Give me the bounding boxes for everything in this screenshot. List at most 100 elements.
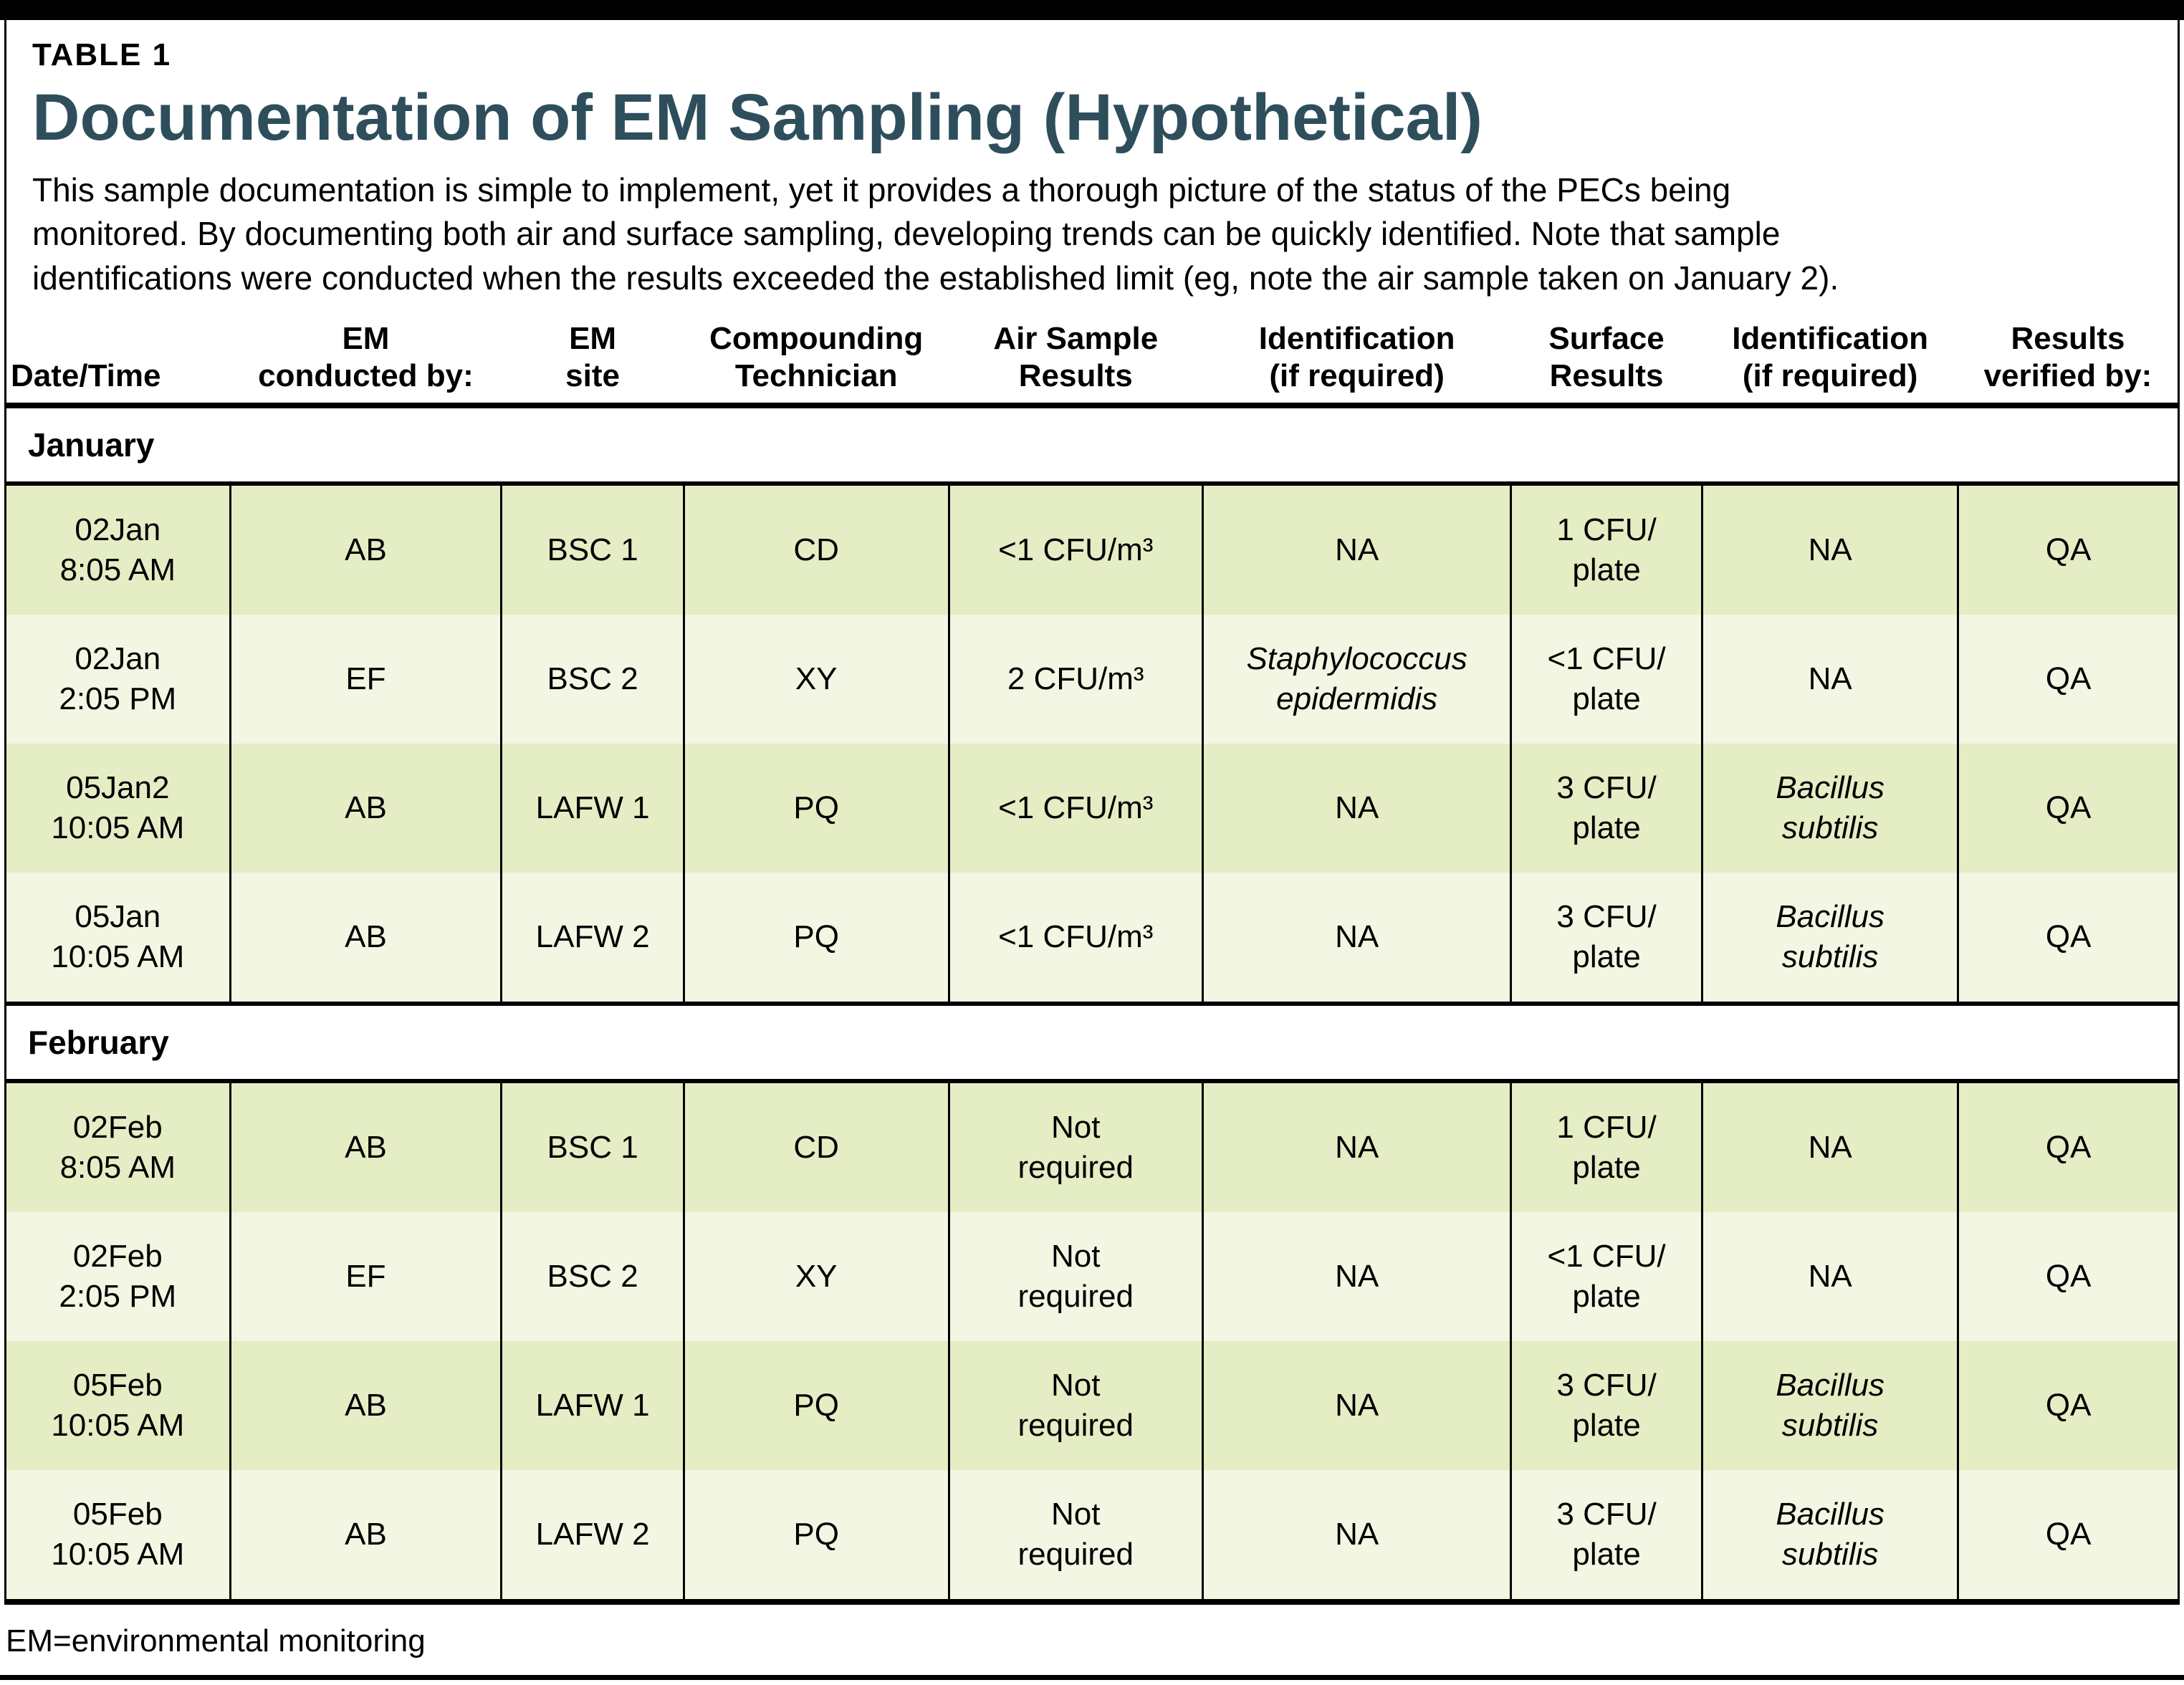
table-cell: 05Feb 10:05 AM [6,1340,231,1470]
table-cell: EF [229,1211,502,1341]
table-cell: LAFW 2 [500,872,684,1004]
table-cell: QA [1957,1080,2178,1212]
table-cell: AB [229,872,502,1004]
month-label: February [6,1001,2178,1083]
table-cell: 02Jan 8:05 AM [6,483,231,615]
table-row: 02Feb 2:05 PM EF BSC 2 XY Not required N… [6,1211,2178,1341]
table-cell: BSC 2 [500,614,684,744]
table-cell: NA [1700,614,1958,744]
table-row: 02Feb 8:05 AM AB BSC 1 CD Not required N… [6,1080,2178,1212]
table-row: 05Jan 10:05 AM AB LAFW 2 PQ <1 CFU/m³ NA… [6,872,2178,1004]
table-cell: BSC 1 [500,1080,684,1212]
table-cell: AB [229,1469,502,1605]
table-cell: QA [1957,483,2178,615]
table-cell: <1 CFU/m³ [947,872,1203,1004]
table-header: Date/Time EM conducted by: EM site Compo… [6,320,2178,408]
table-cell: EF [229,614,502,744]
table-cell: 1 CFU/ plate [1510,1080,1702,1212]
table-cell: 05Feb 10:05 AM [6,1469,231,1605]
table-cell: AB [229,1340,502,1470]
table-cell: AB [229,1080,502,1212]
table-cell: 02Feb 8:05 AM [6,1080,231,1212]
table-cell: Not required [947,1211,1203,1341]
em-sampling-table: Date/Time EM conducted by: EM site Compo… [6,320,2178,1605]
table-footnote: EM=environmental monitoring [6,1623,426,1658]
column-header-identification-air: Identification (if required) [1202,320,1511,408]
table-cell: 3 CFU/ plate [1510,872,1702,1004]
table-cell: BSC 1 [500,483,684,615]
column-header-results-verified-by: Results verified by: [1958,320,2178,408]
table-cell: BSC 2 [500,1211,684,1341]
table-cell: PQ [682,1340,949,1470]
table-row: 02Jan 2:05 PM EF BSC 2 XY 2 CFU/m³ Staph… [6,614,2178,744]
table-cell: Bacillus subtilis [1700,1469,1958,1605]
figure-frame: TABLE 1 Documentation of EM Sampling (Hy… [4,20,2180,1605]
table-cell: QA [1957,1340,2178,1470]
table-cell: AB [229,743,502,873]
header-row: Date/Time EM conducted by: EM site Compo… [6,320,2178,408]
table-cell: PQ [682,872,949,1004]
table-cell: 02Feb 2:05 PM [6,1211,231,1341]
table-cell: QA [1957,872,2178,1004]
top-divider-bar [0,0,2184,20]
table-cell: QA [1957,743,2178,873]
table-cell: CD [682,483,949,615]
table-cell: LAFW 1 [500,1340,684,1470]
column-header-surface-results: Surface Results [1510,320,1702,408]
table-cell: Bacillus subtilis [1700,872,1958,1004]
section-header-january: January [6,403,2178,486]
column-header-em-conducted-by: EM conducted by: [230,320,502,408]
table-cell: QA [1957,614,2178,744]
table-cell: 3 CFU/ plate [1510,1340,1702,1470]
table-description: This sample documentation is simple to i… [32,171,1839,297]
table-cell: PQ [682,743,949,873]
table-cell: Staphylococcus epidermidis [1201,614,1511,744]
table-cell: <1 CFU/ plate [1510,1211,1702,1341]
table-cell: LAFW 2 [500,1469,684,1605]
table-cell: CD [682,1080,949,1212]
table-cell: NA [1201,743,1511,873]
table-cell: <1 CFU/ plate [1510,614,1702,744]
table-cell: Bacillus subtilis [1700,743,1958,873]
table-cell: XY [682,614,949,744]
table-row: 05Feb 10:05 AM AB LAFW 1 PQ Not required… [6,1340,2178,1470]
column-header-air-sample-results: Air Sample Results [949,320,1203,408]
table-cell: NA [1201,872,1511,1004]
table-cell: NA [1201,1469,1511,1605]
bottom-divider-rule [0,1674,2184,1680]
table-row: 05Feb 10:05 AM AB LAFW 2 PQ Not required… [6,1469,2178,1605]
table-cell: NA [1700,1080,1958,1212]
column-header-date-time: Date/Time [6,320,231,408]
table-cell: 3 CFU/ plate [1510,743,1702,873]
table-cell: XY [682,1211,949,1341]
table-label: TABLE 1 [32,37,172,72]
table-row: 02Jan 8:05 AM AB BSC 1 CD <1 CFU/m³ NA 1… [6,483,2178,615]
column-header-compounding-technician: Compounding Technician [684,320,949,408]
table-cell: <1 CFU/m³ [947,743,1203,873]
section-header-february: February [6,1001,2178,1083]
table-cell: Not required [947,1080,1203,1212]
table-cell: AB [229,483,502,615]
table-cell: PQ [682,1469,949,1605]
table-cell: 02Jan 2:05 PM [6,614,231,744]
table-cell: 05Jan 10:05 AM [6,872,231,1004]
table-cell: LAFW 1 [500,743,684,873]
month-label: January [6,403,2178,486]
table-cell: Bacillus subtilis [1700,1340,1958,1470]
column-header-em-site: EM site [501,320,684,408]
table-cell: QA [1957,1469,2178,1605]
table-row: 05Jan2 10:05 AM AB LAFW 1 PQ <1 CFU/m³ N… [6,743,2178,873]
figure-header: TABLE 1 Documentation of EM Sampling (Hy… [6,20,2178,300]
page-title: Documentation of EM Sampling (Hypothetic… [32,81,1483,154]
table-cell: 2 CFU/m³ [947,614,1203,744]
table-cell: NA [1201,1211,1511,1341]
table-cell: 1 CFU/ plate [1510,483,1702,615]
table-cell: NA [1201,483,1511,615]
table-cell: NA [1201,1340,1511,1470]
table-cell: NA [1201,1080,1511,1212]
table-cell: 3 CFU/ plate [1510,1469,1702,1605]
table-cell: Not required [947,1469,1203,1605]
table-cell: NA [1700,483,1958,615]
table-cell: QA [1957,1211,2178,1341]
table-cell: 05Jan2 10:05 AM [6,743,231,873]
